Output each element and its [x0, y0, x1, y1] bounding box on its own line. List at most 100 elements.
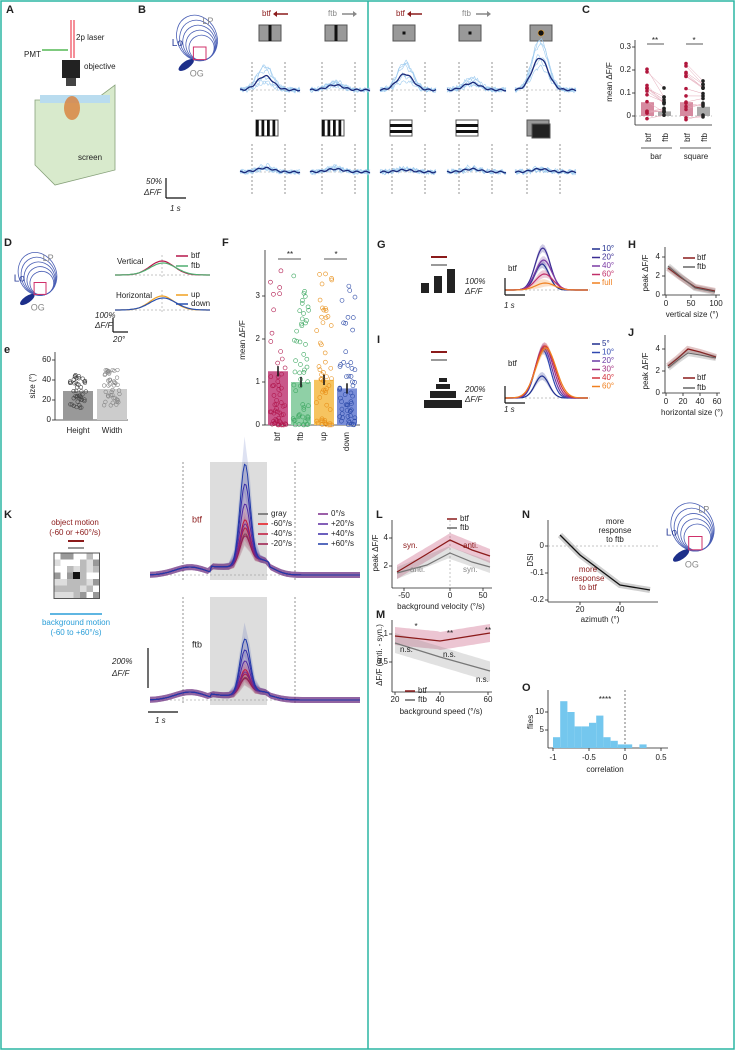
dot: [271, 421, 277, 426]
label: 40: [696, 397, 705, 406]
label: syn.: [463, 565, 478, 574]
error-band: [150, 461, 360, 578]
shape: [80, 566, 87, 573]
dot: [348, 374, 354, 379]
label: 50%: [146, 177, 162, 186]
label: 4: [384, 533, 389, 542]
label: 100%: [465, 277, 485, 286]
label: btf: [396, 9, 406, 18]
shape: [54, 579, 61, 586]
dot: [278, 349, 283, 354]
dot: [314, 400, 319, 405]
label: 2: [656, 271, 661, 280]
dot: [352, 418, 358, 424]
dot: [662, 86, 666, 90]
label: 10: [535, 707, 544, 716]
dot: [276, 387, 282, 392]
dot: [318, 340, 323, 346]
shape: [338, 120, 342, 136]
dot: [110, 392, 115, 397]
label: ΔF/F: [143, 188, 162, 197]
label: anti.: [410, 565, 425, 574]
histogram-bar: [639, 744, 647, 748]
dot: [275, 409, 280, 415]
label: M: [376, 609, 385, 621]
dot: [303, 342, 308, 347]
label: more: [606, 517, 625, 526]
dot: [329, 376, 334, 381]
error-band: [150, 506, 360, 578]
dot: [292, 337, 297, 343]
dot: [701, 79, 705, 83]
dot: [306, 403, 311, 409]
shape: [86, 579, 93, 586]
curve: [505, 349, 588, 399]
shape: [268, 25, 272, 41]
shape: [80, 592, 87, 599]
dot: [645, 99, 649, 104]
dot: [268, 374, 274, 379]
dot: [300, 402, 306, 407]
shape: [67, 553, 74, 560]
dot: [274, 398, 279, 403]
dot: [114, 375, 120, 380]
error-band: [150, 649, 360, 703]
label: 20: [42, 395, 51, 404]
label: object motion: [51, 518, 99, 527]
dot: [662, 98, 666, 102]
dot: [302, 294, 308, 299]
shape: [688, 536, 703, 551]
dot: [301, 311, 306, 316]
label: ftb: [328, 9, 337, 18]
dot: [114, 397, 120, 402]
label: Width: [102, 426, 122, 435]
label: -0.2: [530, 595, 544, 604]
line: [646, 88, 665, 98]
label: OG: [190, 68, 204, 78]
arrowhead: [273, 11, 277, 17]
label: 0: [627, 111, 632, 120]
dot: [278, 268, 284, 274]
shape: [60, 585, 67, 592]
shape: [60, 579, 67, 586]
dot: [290, 416, 296, 421]
label: F: [222, 237, 229, 249]
dot: [684, 100, 688, 104]
line: [685, 102, 704, 107]
dot: [302, 289, 307, 294]
dot: [77, 403, 82, 408]
label: 0.1: [620, 88, 632, 97]
dot: [80, 376, 85, 381]
dot: [314, 418, 320, 424]
dot: [323, 271, 328, 277]
dot: [267, 409, 273, 415]
curve: [239, 166, 301, 174]
fly: [64, 96, 80, 120]
dot: [294, 328, 299, 334]
label: down: [191, 299, 210, 308]
shape: [73, 553, 80, 560]
dot: [323, 359, 328, 365]
og: [673, 549, 690, 562]
dot: [684, 86, 688, 91]
dot: [292, 369, 298, 375]
label: btf: [418, 686, 428, 695]
label: background motion: [42, 618, 110, 627]
dot: [662, 106, 666, 111]
dot: [75, 399, 80, 404]
label: 60: [713, 397, 722, 406]
label: btf: [683, 132, 692, 142]
label: 60: [484, 695, 493, 704]
label: ftb: [191, 261, 200, 270]
label: btf: [697, 373, 707, 382]
shape: [60, 553, 67, 560]
dot: [701, 101, 705, 105]
stimulus: [455, 119, 479, 137]
curve: [396, 539, 491, 573]
label: ftb: [661, 132, 670, 141]
dot: [77, 405, 83, 410]
histogram-bar: [567, 712, 575, 748]
label: H: [628, 239, 636, 251]
label: response: [599, 526, 632, 535]
dot: [340, 415, 345, 420]
